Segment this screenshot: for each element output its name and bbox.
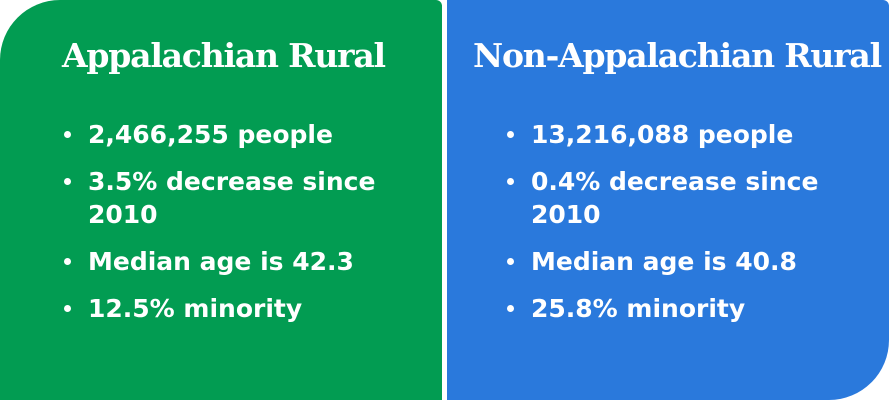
stat-text: 25.8% minority [531, 294, 746, 323]
stat-text: 13,216,088 people [531, 120, 794, 149]
stat-median-age: Median age is 42.3 [64, 245, 394, 278]
appalachian-rural-panel: Appalachian Rural 2,466,255 people 3.5% … [0, 0, 442, 400]
stat-text: Median age is 42.3 [88, 247, 354, 276]
stat-median-age: Median age is 40.8 [507, 245, 837, 278]
panel-title: Non-Appalachian Rural [473, 36, 882, 75]
stat-minority: 25.8% minority [507, 292, 837, 325]
stat-change: 3.5% decrease since 2010 [64, 165, 394, 231]
stat-text: 12.5% minority [88, 294, 303, 323]
bullet-icon [507, 131, 514, 138]
bullet-icon [64, 258, 71, 265]
stats-list: 2,466,255 people 3.5% decrease since 201… [64, 118, 394, 339]
stat-change: 0.4% decrease since 2010 [507, 165, 837, 231]
stat-population: 2,466,255 people [64, 118, 394, 151]
stat-text: 3.5% decrease since 2010 [88, 167, 376, 229]
panel-title: Appalachian Rural [62, 36, 386, 75]
non-appalachian-rural-panel: Non-Appalachian Rural 13,216,088 people … [447, 0, 889, 400]
bullet-icon [507, 178, 514, 185]
bullet-icon [507, 258, 514, 265]
bullet-icon [64, 305, 71, 312]
stat-text: 2,466,255 people [88, 120, 333, 149]
bullet-icon [64, 178, 71, 185]
bullet-icon [64, 131, 71, 138]
stat-text: 0.4% decrease since 2010 [531, 167, 819, 229]
stat-population: 13,216,088 people [507, 118, 837, 151]
stat-minority: 12.5% minority [64, 292, 394, 325]
bullet-icon [507, 305, 514, 312]
stat-text: Median age is 40.8 [531, 247, 797, 276]
stats-list: 13,216,088 people 0.4% decrease since 20… [507, 118, 837, 339]
